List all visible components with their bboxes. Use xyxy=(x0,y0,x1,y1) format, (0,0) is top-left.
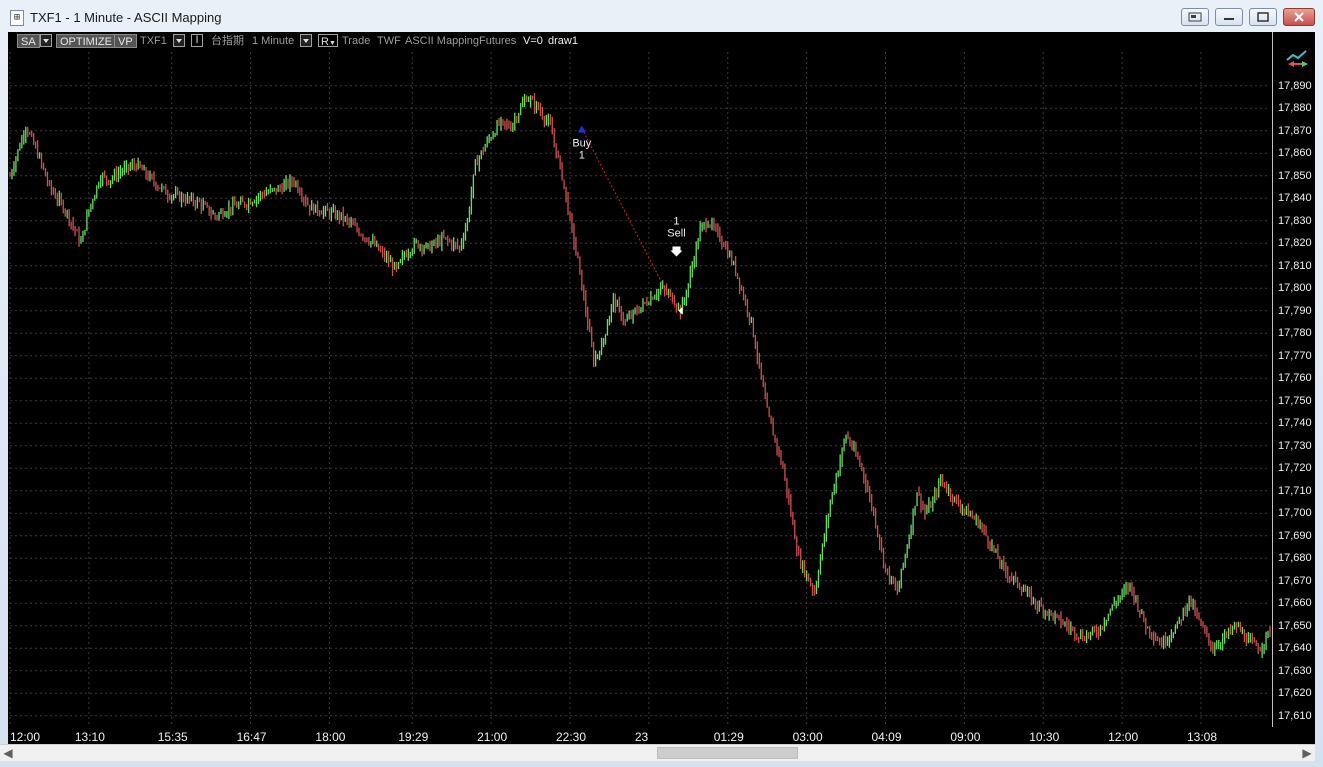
time-tick-label: 19:29 xyxy=(398,730,429,744)
price-tick-label: 17,770 xyxy=(1278,349,1312,362)
price-tick-label: 17,610 xyxy=(1278,709,1312,722)
sell-label: Sell xyxy=(667,228,685,240)
time-tick-label: 03:00 xyxy=(792,730,823,744)
buy-label: Buy xyxy=(572,138,591,150)
price-tick-label: 17,890 xyxy=(1278,79,1312,92)
price-tick-label: 17,700 xyxy=(1278,507,1312,520)
extra-window-button[interactable] xyxy=(1181,8,1209,26)
symbol-dropdown[interactable] xyxy=(173,34,185,47)
time-tick-label: 13:10 xyxy=(74,730,105,744)
time-tick-label: 22:30 xyxy=(556,730,587,744)
trend-arrows-icon[interactable] xyxy=(1284,48,1312,70)
title-bar: ⊞ TXF1 - 1 Minute - ASCII Mapping xyxy=(0,0,1323,32)
scroll-thumb[interactable] xyxy=(657,747,798,759)
price-tick-label: 17,860 xyxy=(1278,147,1312,160)
sa-button[interactable]: SA xyxy=(17,34,40,48)
grid-lines xyxy=(9,52,1270,727)
time-tick-label: 01:29 xyxy=(713,730,744,744)
price-tick-label: 17,670 xyxy=(1278,574,1312,587)
data-type-label: Trade xyxy=(342,35,371,47)
window-options-icon xyxy=(1188,12,1202,22)
time-tick-label: 12:00 xyxy=(1108,730,1139,744)
time-tick-label: 04:09 xyxy=(871,730,902,744)
time-tick-label: 15:35 xyxy=(157,730,188,744)
chart-area[interactable]: Buy 1 1 Sell 17,890 17,880 17,870 17,860 17,850… xyxy=(8,32,1315,745)
price-axis-line xyxy=(1272,32,1273,727)
price-tick-label: 17,850 xyxy=(1278,169,1312,182)
scroll-left-icon[interactable]: ◀ xyxy=(3,746,13,760)
price-tick-label: 17,790 xyxy=(1278,304,1312,317)
price-tick-label: 17,730 xyxy=(1278,439,1312,452)
price-tick-label: 17,750 xyxy=(1278,394,1312,407)
minimize-icon xyxy=(1224,18,1234,20)
price-tick-label: 17,620 xyxy=(1278,687,1312,700)
symbol-name-label: 台指期 xyxy=(211,35,244,47)
price-tick-label: 17,680 xyxy=(1278,552,1312,565)
time-tick-label: 10:30 xyxy=(1029,730,1060,744)
sell-qty-label: 1 xyxy=(673,216,679,228)
price-tick-label: 17,820 xyxy=(1278,237,1312,250)
buy-arrow-icon xyxy=(577,125,586,133)
exchange-label: TWF xyxy=(377,35,401,47)
scroll-right-icon[interactable]: ▶ xyxy=(1302,746,1312,760)
r-dropdown[interactable]: R▼ xyxy=(318,34,338,48)
price-tick-label: 17,640 xyxy=(1278,642,1312,655)
time-tick-label: 23 xyxy=(634,730,649,744)
chart-toolbar: SA OPTIMIZE VP TXF1 I 台指期 1 Minute R▼ Tr… xyxy=(8,32,1270,50)
price-bars xyxy=(9,92,1271,658)
close-button[interactable] xyxy=(1283,8,1315,26)
time-tick-label: 16:47 xyxy=(236,730,267,744)
time-tick-label: 13:08 xyxy=(1186,730,1218,744)
text-cursor-icon[interactable]: I xyxy=(191,34,203,47)
price-tick-label: 17,870 xyxy=(1278,124,1312,137)
sell-arrow-icon xyxy=(670,246,683,257)
price-tick-label: 17,780 xyxy=(1278,327,1312,340)
category-label: Futures xyxy=(479,35,517,47)
maximize-button[interactable] xyxy=(1249,8,1277,26)
price-tick-label: 17,630 xyxy=(1278,664,1312,677)
price-tick-label: 17,740 xyxy=(1278,417,1312,430)
time-tick-label: 21:00 xyxy=(477,730,508,744)
price-tick-label: 17,800 xyxy=(1278,282,1312,295)
close-icon xyxy=(1294,12,1304,22)
maximize-icon xyxy=(1257,12,1269,22)
chart-app-icon: ⊞ xyxy=(10,10,24,26)
price-tick-label: 17,810 xyxy=(1278,259,1312,272)
price-tick-label: 17,650 xyxy=(1278,619,1312,632)
symbol-label[interactable]: TXF1 xyxy=(140,35,167,47)
price-tick-label: 17,880 xyxy=(1278,102,1312,115)
price-tick-label: 17,840 xyxy=(1278,192,1312,205)
optimize-button[interactable]: OPTIMIZE xyxy=(56,34,116,48)
minimize-button[interactable] xyxy=(1215,8,1243,26)
drawing-label: draw1 xyxy=(548,35,578,47)
time-tick-label: 18:00 xyxy=(315,730,346,744)
sa-dropdown[interactable] xyxy=(40,34,52,47)
mapping-label: ASCII Mapping xyxy=(405,35,479,47)
time-tick-label: 09:00 xyxy=(950,730,981,744)
vp-button[interactable]: VP xyxy=(114,34,137,48)
volume-label: V=0 xyxy=(523,35,543,47)
time-tick-label: 12:00 xyxy=(10,730,41,744)
price-tick-label: 17,660 xyxy=(1278,597,1312,610)
window-title: TXF1 - 1 Minute - ASCII Mapping xyxy=(30,10,222,25)
interval-label[interactable]: 1 Minute xyxy=(252,35,295,47)
price-tick-label: 17,830 xyxy=(1278,214,1312,227)
price-tick-label: 17,710 xyxy=(1278,484,1312,497)
price-tick-label: 17,720 xyxy=(1278,462,1312,475)
buy-qty-label: 1 xyxy=(579,150,585,162)
price-tick-label: 17,760 xyxy=(1278,372,1312,385)
interval-dropdown[interactable] xyxy=(300,34,312,47)
price-tick-label: 17,690 xyxy=(1278,529,1312,542)
sell-exit-marker-icon xyxy=(678,306,683,315)
horizontal-scrollbar[interactable]: ◀ ▶ xyxy=(0,744,1315,761)
